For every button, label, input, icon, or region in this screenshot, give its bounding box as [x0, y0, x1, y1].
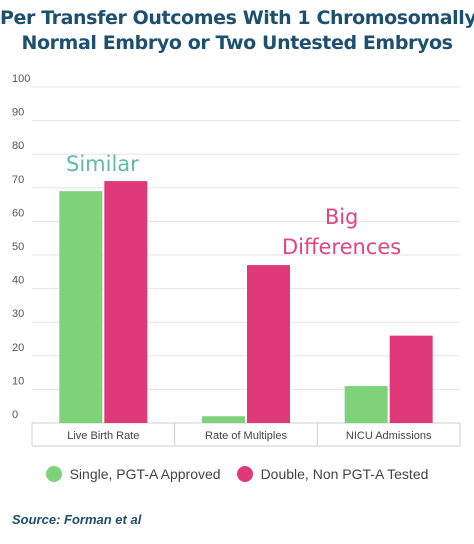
chart-title-line-2: Normal Embryo or Two Untested Embryos — [21, 32, 453, 54]
bar-single-rate-of-multiples — [202, 416, 245, 423]
chart-title: Per Transfer Outcomes With 1 Chromosomal… — [0, 6, 474, 56]
bar-single-nicu-admissions — [344, 386, 388, 423]
y-tick-label-30: 30 — [12, 308, 24, 320]
y-tick-label-40: 40 — [12, 275, 24, 287]
y-tick-label-100: 100 — [12, 73, 30, 85]
bar-double-live-birth-rate — [104, 181, 148, 423]
y-tick-label-90: 90 — [12, 107, 24, 119]
legend-item-single: Single, PGT-A Approved — [45, 466, 221, 482]
legend-label-double: Double, Non PGT-A Tested — [260, 466, 429, 482]
bar-double-rate-of-multiples — [247, 265, 290, 423]
legend-swatch-double — [236, 466, 253, 482]
y-tick-label-10: 10 — [12, 375, 24, 387]
x-tick-label-2: NICU Admissions — [346, 430, 432, 442]
y-tick-label-70: 70 — [12, 174, 24, 186]
y-tick-label-80: 80 — [12, 140, 24, 152]
y-tick-label-60: 60 — [12, 207, 24, 219]
annotation-similar: Similar — [66, 152, 139, 176]
y-tick-label-20: 20 — [12, 342, 24, 354]
bar-double-nicu-admissions — [389, 335, 433, 423]
x-tick-label-1: Rate of Multiples — [205, 430, 287, 442]
legend-item-double: Double, Non PGT-A Tested — [236, 466, 429, 482]
legend-label-single: Single, PGT-A Approved — [69, 466, 221, 482]
x-tick-label-0: Live Birth Rate — [67, 430, 139, 442]
annotation-big-differences: Big Differences — [282, 202, 401, 262]
bar-single-live-birth-rate — [59, 191, 103, 423]
source-note: Source: Forman et al — [12, 512, 142, 527]
annotation-big-line-2: Differences — [282, 235, 402, 259]
chart-title-line-1: Per Transfer Outcomes With 1 Chromosomal… — [0, 7, 474, 29]
y-tick-label-50: 50 — [12, 241, 24, 253]
legend: Single, PGT-A Approved Double, Non PGT-A… — [0, 466, 474, 482]
annotation-big-line-1: Big — [324, 205, 359, 229]
legend-swatch-single — [45, 466, 62, 482]
y-tick-label-0: 0 — [12, 409, 18, 421]
